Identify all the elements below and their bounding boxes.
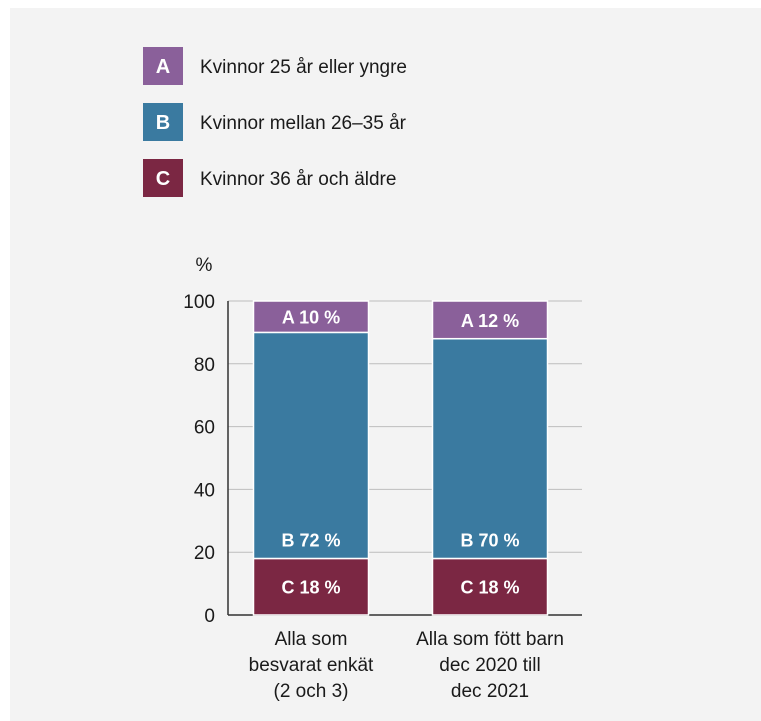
- data-label-c: C 18 %: [460, 578, 519, 598]
- y-tick-label: 60: [194, 418, 215, 439]
- data-label-c: C 18 %: [281, 578, 340, 598]
- data-label-b: B 70 %: [460, 530, 519, 550]
- data-label-b: B 72 %: [281, 530, 340, 550]
- data-label-a: A 12 %: [461, 311, 519, 331]
- bar-segment-c: [431, 557, 549, 616]
- y-tick-label: 80: [194, 355, 215, 376]
- bars: C 18 % B 72 % A 10 % C 18 % B 70 % A 12 %: [252, 300, 549, 616]
- y-tick-label: 40: [194, 480, 215, 501]
- legend-swatch-c: [143, 159, 183, 197]
- bar-segment-a: [431, 300, 549, 340]
- x-category-label: dec 2021: [451, 681, 529, 702]
- x-category-label: Alla som: [275, 629, 348, 650]
- legend-label-b: Kvinnor mellan 26–35 år: [200, 113, 407, 134]
- y-tick-label: 20: [194, 543, 215, 564]
- x-axis-labels: Alla som besvarat enkät (2 och 3) Alla som …: [249, 629, 564, 702]
- bar-segment-a: [252, 300, 370, 334]
- legend-key-a: A: [156, 56, 170, 78]
- bar-segment-c: [252, 557, 370, 616]
- legend-swatch-a: [143, 47, 183, 85]
- legend-swatch-b: [143, 103, 183, 141]
- x-category-label: (2 och 3): [274, 681, 349, 702]
- x-category-label: dec 2020 till: [439, 655, 540, 676]
- chart-panel: A Kvinnor 25 år eller yngre B Kvinnor mella…: [10, 8, 761, 721]
- bar-segment-b: [252, 331, 370, 560]
- bar-segment-b: [431, 337, 549, 560]
- data-label-a: A 10 %: [282, 308, 340, 328]
- y-tick-label: 0: [204, 606, 215, 627]
- x-category-label: besvarat enkät: [249, 655, 374, 676]
- legend-label-a: Kvinnor 25 år eller yngre: [200, 57, 407, 78]
- legend-key-b: B: [156, 112, 170, 134]
- y-axis-label: %: [196, 255, 213, 276]
- legend: A Kvinnor 25 år eller yngre B Kvinnor mella…: [143, 47, 407, 197]
- y-axis-ticks: 0 20 40 60 80 100: [183, 292, 215, 627]
- stacked-bar-chart: A Kvinnor 25 år eller yngre B Kvinnor mella…: [143, 47, 582, 702]
- legend-key-c: C: [156, 168, 170, 190]
- y-tick-label: 100: [183, 292, 215, 313]
- x-category-label: Alla som fött barn: [416, 629, 564, 650]
- legend-label-c: Kvinnor 36 år och äldre: [200, 169, 396, 190]
